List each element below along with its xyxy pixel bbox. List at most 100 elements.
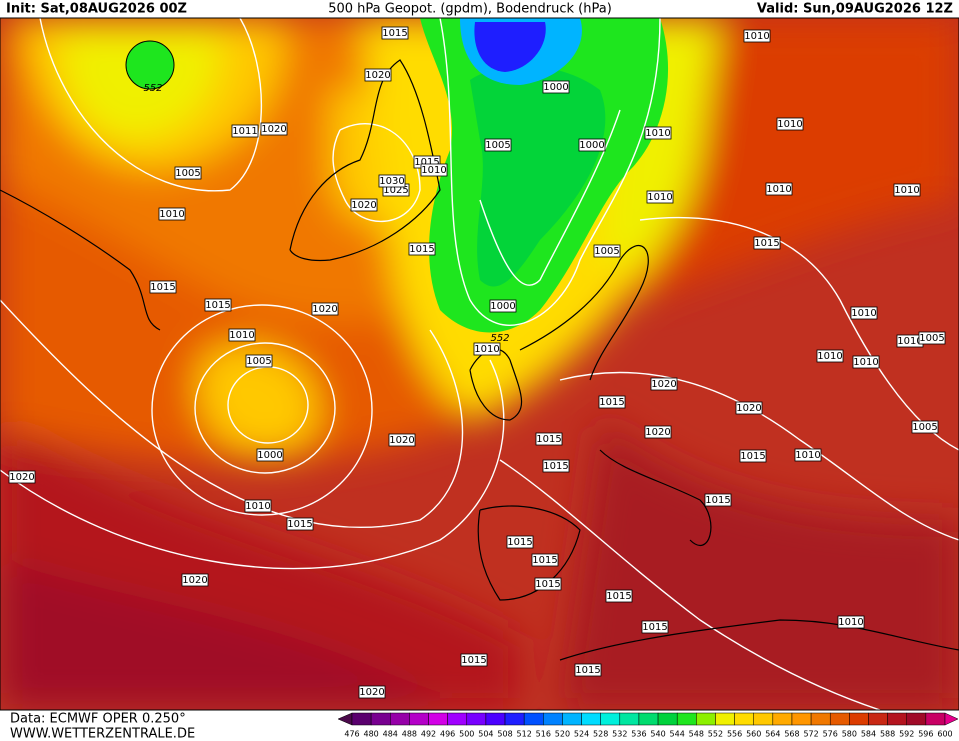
isobar-label-box [646,190,674,204]
isobar-label: 1005 [485,140,510,151]
isobar-label: 1030 [379,176,404,187]
isobar-label-box [489,299,517,313]
colorbar-tick-label: 600 [937,730,952,739]
isobar-label: 1005 [246,356,271,367]
isobar-label-box [506,535,534,549]
colorbar-swatch [849,712,869,726]
colorbar-swatch [810,712,831,726]
colorbar-swatch [734,712,754,726]
isobar-label: 1020 [261,124,286,135]
isobar-label-box [231,124,259,138]
isobar-label-box [794,448,822,462]
colorbar-tick-label: 548 [689,730,704,739]
isobar-label: 1020 [389,435,414,446]
colorbar-tick-label: 516 [536,730,551,739]
isobar-label: 1025 [383,185,408,196]
isobar-label: 1000 [257,450,282,461]
isobar-label-box [743,29,771,43]
isobar-label-box [245,354,273,368]
isobar-label: 1010 [159,209,184,220]
colorbar-swatch [504,712,525,726]
isobar-label-box [753,236,781,250]
colorbar-tick-label: 508 [497,730,512,739]
colorbar-tick-label: 556 [727,730,742,739]
isobar-label: 1015 [409,244,434,255]
colorbar-tick-label: 528 [593,730,608,739]
colorbar-swatch [600,712,621,726]
colorbar-tick-label: 592 [899,730,914,739]
isobar-label: 1010 [795,450,820,461]
isobar-label: 1015 [532,555,557,566]
isobar-label: 1005 [919,333,944,344]
colorbar-tick-label: 572 [803,730,818,739]
isobar-label: 1015 [150,282,175,293]
colorbar-swatch [925,712,946,726]
isobar-label: 1020 [351,200,376,211]
colorbar-swatch [638,712,659,726]
colorbar-tick-label: 596 [918,730,933,739]
isobar-label: 1010 [838,617,863,628]
isobar-label: 1020 [736,403,761,414]
isobar-label: 1000 [579,140,604,151]
colorbar-swatch [619,712,640,726]
colorbar-tick-label: 552 [708,730,723,739]
isobar-label-box [260,122,288,136]
isobar-label: 1010 [851,308,876,319]
isobar-label: 1010 [817,351,842,362]
colorbar-tick-label: 584 [861,730,876,739]
colorbar-tick-label: 568 [784,730,799,739]
colorbar-swatch [581,712,601,726]
isobar-label-box [765,182,793,196]
isobar-label-box [911,420,939,434]
isobar-label: 1015 [536,434,561,445]
isobar-label: 1020 [645,427,670,438]
map-title: 500 hPa Geopot. (gpdm), Bodendruck (hPa) [328,2,612,17]
isobar-label-box [531,553,559,567]
colorbar-tick-label: 544 [670,730,685,739]
colorbar-tick-label: 564 [765,730,780,739]
colorbar-swatch [791,712,812,726]
isobar-label: 1015 [575,665,600,676]
isobar-label: 1015 [642,622,667,633]
isobar-label: 1010 [897,336,922,347]
isobar-label: 1015 [507,537,532,548]
isobar-label-box [174,166,202,180]
isobar-label-box [735,401,763,415]
colorbar-swatch [906,712,927,726]
isobar-label: 552 [143,83,162,94]
isobar-label-box [644,425,672,439]
isobar-label: 1015 [535,579,560,590]
isobar-label: 1015 [382,28,407,39]
colorbar-swatch [696,712,716,726]
isobar-label: 1015 [606,591,631,602]
colorbar-swatch [370,712,391,726]
isobar-label: 1015 [543,461,568,472]
colorbar-tick-label: 540 [650,730,665,739]
colorbar-swatch [657,712,678,726]
colorbar-tick-label: 496 [440,730,455,739]
colorbar-tick-label: 480 [363,730,378,739]
isobar-label-box [598,395,626,409]
isobar-label-box [473,342,501,356]
isobar-label-box [484,138,512,152]
isobar-label-box [776,117,804,131]
isobar-label-box [388,433,416,447]
isobar-label-box [8,470,36,484]
colorbar-swatch [447,712,468,726]
isobar-label-box [286,517,314,531]
isobar-label: 1010 [744,31,769,42]
isobar-label: 1010 [766,184,791,195]
colorbar-tick-label: 536 [631,730,646,739]
isobar-label: 1010 [647,192,672,203]
isobar-label-box [181,573,209,587]
isobar-label: 1020 [182,575,207,586]
colorbar-swatch [390,712,410,726]
isobar-label: 1015 [414,157,439,168]
isobar-label-box [918,331,946,345]
isobar-label-box [244,499,272,513]
isobar-label: 1011 [232,126,257,137]
colorbar-tick-label: 488 [402,730,417,739]
valid-time: Valid: Sun,09AUG2026 12Z [757,2,953,17]
